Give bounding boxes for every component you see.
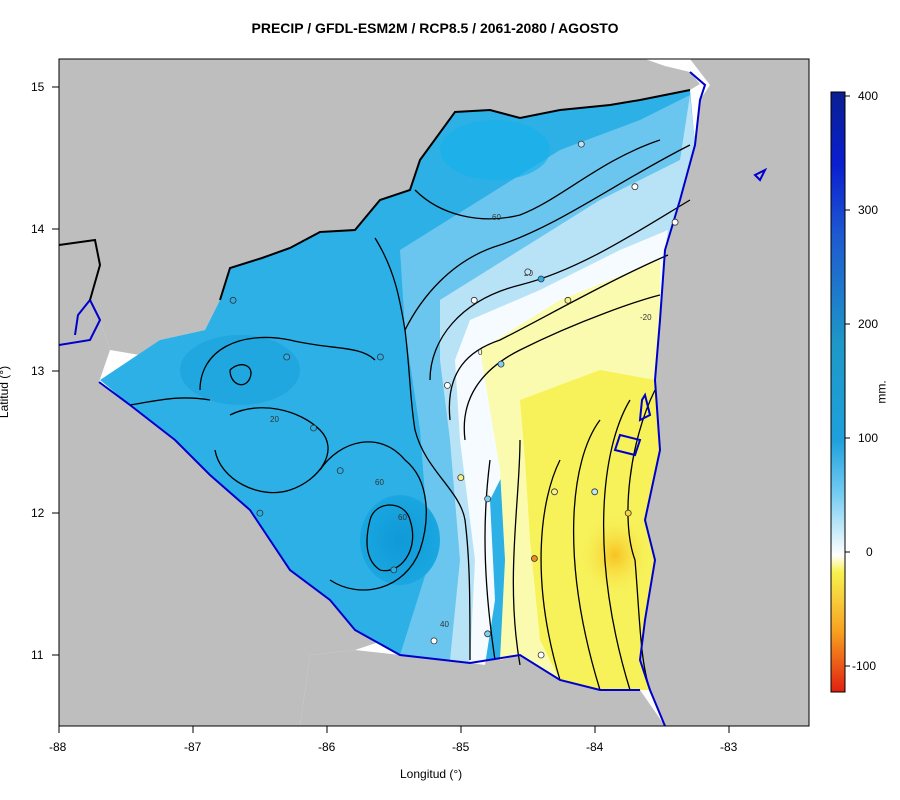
x-tick-label: -84 xyxy=(586,740,604,754)
nicaragua-anomaly-field xyxy=(100,90,695,690)
svg-text:0: 0 xyxy=(478,348,483,357)
x-tick-label: -83 xyxy=(720,740,738,754)
contour-lines xyxy=(129,139,691,691)
y-tick-label: 12 xyxy=(31,506,45,520)
x-axis xyxy=(58,726,730,733)
svg-text:20: 20 xyxy=(270,415,279,424)
plot-frame xyxy=(58,58,810,727)
neighbor-land-south xyxy=(300,650,665,726)
station-point xyxy=(551,488,558,496)
station-points xyxy=(229,140,679,659)
station-point xyxy=(229,296,237,304)
station-point xyxy=(256,509,264,517)
y-axis-label: Latitud (°) xyxy=(0,365,12,419)
colorbar-tick-label: 300 xyxy=(858,203,879,217)
svg-text:60: 60 xyxy=(492,213,501,222)
svg-text:40: 40 xyxy=(440,620,449,629)
country-border xyxy=(59,89,691,301)
station-point xyxy=(283,353,291,361)
station-point xyxy=(376,353,384,361)
colorbar-tick-label: 0 xyxy=(866,545,873,559)
station-point xyxy=(524,268,532,276)
station-point xyxy=(336,467,344,475)
colorbar-tick-label: 100 xyxy=(858,431,879,445)
x-tick-label: -88 xyxy=(49,740,67,754)
station-point xyxy=(591,488,599,496)
y-tick-label: 11 xyxy=(31,648,44,662)
coastline xyxy=(59,71,768,726)
colorbar-ticks xyxy=(845,95,850,667)
y-tick-label: 14 xyxy=(31,222,45,236)
station-point xyxy=(484,630,492,638)
station-point xyxy=(631,183,639,191)
x-tick-label: -87 xyxy=(184,740,202,754)
colorbar-tick-label: 400 xyxy=(858,89,879,103)
station-point xyxy=(537,275,545,283)
colorbar-tick-label: 200 xyxy=(858,317,879,331)
station-point xyxy=(310,424,317,432)
neighbor-land-east xyxy=(640,59,809,726)
station-point xyxy=(531,555,538,562)
colorbar-unit-label: mm. xyxy=(874,380,889,404)
station-point xyxy=(430,637,438,645)
x-tick-label: -86 xyxy=(318,740,336,754)
station-point xyxy=(671,218,679,226)
neighbor-land-west xyxy=(59,240,385,726)
chart-title: PRECIP / GFDL-ESM2M / RCP8.5 / 2061-2080… xyxy=(251,20,619,36)
x-tick-label: -85 xyxy=(452,740,470,754)
station-point xyxy=(564,296,572,304)
station-point xyxy=(577,140,585,148)
colorbar xyxy=(830,91,846,693)
y-axis xyxy=(52,86,59,656)
y-tick-label: 15 xyxy=(31,80,45,94)
station-point xyxy=(497,360,505,368)
map-plot-area: 60 20 -20 0 60 60 40 20 xyxy=(59,59,809,726)
colorbar-tick-label: -100 xyxy=(852,659,877,673)
svg-text:60: 60 xyxy=(398,513,407,522)
svg-text:-20: -20 xyxy=(640,313,652,322)
station-point xyxy=(537,651,545,659)
svg-text:60: 60 xyxy=(375,478,384,487)
station-point xyxy=(390,566,398,574)
y-tick-label: 13 xyxy=(31,364,45,378)
x-axis-label: Longitud (°) xyxy=(400,767,463,781)
station-point xyxy=(470,296,478,304)
station-point xyxy=(484,495,492,503)
station-point xyxy=(624,509,632,517)
station-point xyxy=(443,381,451,389)
neighbor-land-north xyxy=(59,59,700,355)
station-point xyxy=(457,474,465,482)
